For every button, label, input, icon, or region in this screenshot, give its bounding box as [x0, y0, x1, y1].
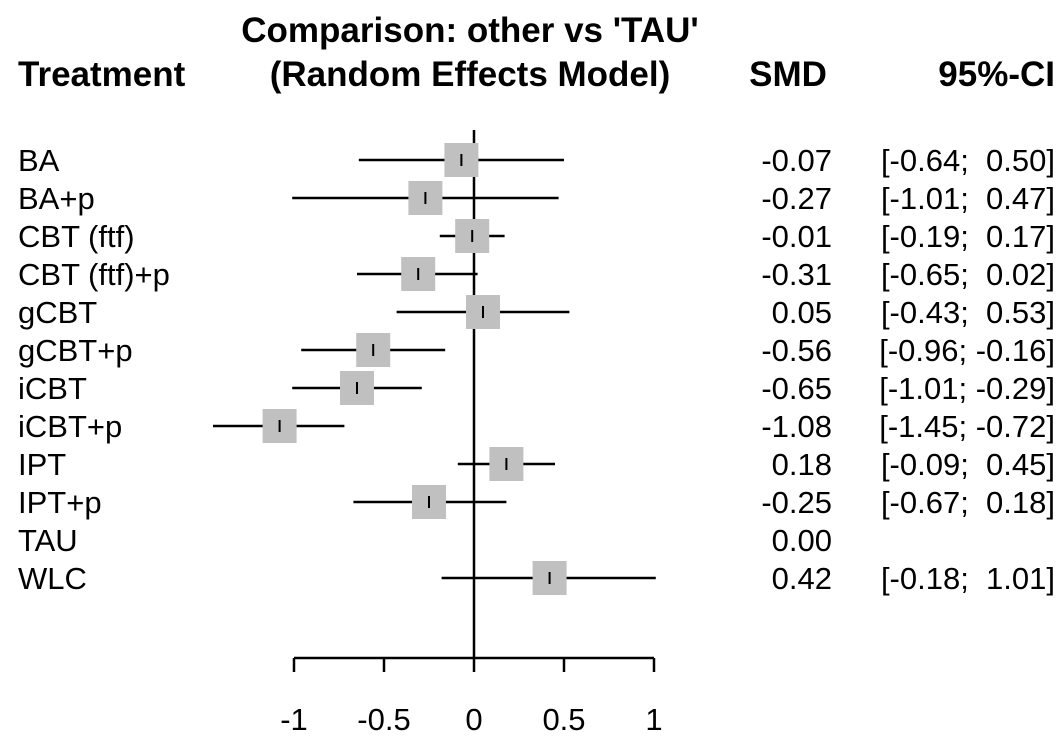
ci-value: [-0.96; -0.16] — [879, 333, 1055, 368]
x-tick-label: -0.5 — [357, 702, 410, 737]
treatment-label: CBT (ftf)+p — [18, 257, 170, 292]
x-axis: -1 -0.5 0 0.5 1 — [280, 656, 663, 737]
smd-value: 0.18 — [772, 447, 832, 482]
row-ipt: IPT 0.18 [-0.09; 0.45] — [18, 447, 1055, 482]
ci-value: [-1.45; -0.72] — [879, 409, 1055, 444]
row-cbt-ftf-p: CBT (ftf)+p -0.31 [-0.65; 0.02] — [18, 257, 1055, 292]
treatment-label: BA+p — [18, 181, 95, 216]
row-tau: TAU 0.00 — [18, 523, 832, 558]
ci-value: [-0.19; 0.17] — [881, 219, 1055, 254]
smd-value: 0.42 — [772, 561, 832, 596]
ci-value: [-0.67; 0.18] — [881, 485, 1055, 520]
x-tick-label: 1 — [645, 702, 662, 737]
smd-value: 0.00 — [772, 523, 832, 558]
treatment-header: Treatment — [18, 55, 186, 94]
treatment-label: iCBT+p — [18, 409, 122, 444]
ci-value: [-0.18; 1.01] — [881, 561, 1055, 596]
smd-value: -0.07 — [761, 143, 832, 178]
smd-value: 0.05 — [772, 295, 832, 330]
x-tick-label: 0.5 — [542, 702, 585, 737]
ci-value: [-1.01; 0.47] — [881, 181, 1055, 216]
row-wlc: WLC 0.42 [-0.18; 1.01] — [18, 561, 1055, 596]
header: Treatment Comparison: other vs 'TAU' (Ra… — [18, 11, 1055, 94]
row-cbt-ftf-: CBT (ftf) -0.01 [-0.19; 0.17] — [18, 219, 1055, 254]
rows: BA -0.07 [-0.64; 0.50] BA+p -0.27 [-1.01; 0.4… — [18, 130, 1055, 658]
comparison-title: Comparison: other vs 'TAU' — [241, 11, 698, 50]
treatment-label: IPT+p — [18, 485, 102, 520]
smd-value: -0.31 — [761, 257, 832, 292]
treatment-label: iCBT — [18, 371, 87, 406]
row-ba: BA -0.07 [-0.64; 0.50] — [18, 143, 1055, 178]
treatment-label: WLC — [18, 561, 87, 596]
ci-value: [-0.43; 0.53] — [881, 295, 1055, 330]
row-ipt-p: IPT+p -0.25 [-0.67; 0.18] — [18, 485, 1055, 520]
smd-header: SMD — [749, 55, 827, 94]
smd-value: -0.01 — [761, 219, 832, 254]
smd-value: -0.56 — [761, 333, 832, 368]
row-ba-p: BA+p -0.27 [-1.01; 0.47] — [18, 181, 1055, 216]
x-tick-label: 0 — [465, 702, 482, 737]
ci-value: [-0.09; 0.45] — [881, 447, 1055, 482]
row-gcbt-p: gCBT+p -0.56 [-0.96; -0.16] — [18, 333, 1055, 368]
smd-value: -0.25 — [761, 485, 832, 520]
row-icbt-p: iCBT+p -1.08 [-1.45; -0.72] — [18, 409, 1055, 444]
ci-value: [-1.01; -0.29] — [879, 371, 1055, 406]
row-icbt: iCBT -0.65 [-1.01; -0.29] — [18, 371, 1055, 406]
ci-value: [-0.65; 0.02] — [881, 257, 1055, 292]
smd-value: -1.08 — [761, 409, 832, 444]
treatment-label: gCBT — [18, 295, 97, 330]
smd-value: -0.27 — [761, 181, 832, 216]
row-gcbt: gCBT 0.05 [-0.43; 0.53] — [18, 295, 1055, 330]
ci-header: 95%-CI — [938, 55, 1055, 94]
smd-value: -0.65 — [761, 371, 832, 406]
model-subtitle: (Random Effects Model) — [270, 55, 671, 94]
treatment-label: CBT (ftf) — [18, 219, 135, 254]
x-tick-label: -1 — [280, 702, 308, 737]
treatment-label: TAU — [18, 523, 78, 558]
treatment-label: IPT — [18, 447, 66, 482]
ci-value: [-0.64; 0.50] — [881, 143, 1055, 178]
treatment-label: BA — [18, 143, 60, 178]
treatment-label: gCBT+p — [18, 333, 133, 368]
